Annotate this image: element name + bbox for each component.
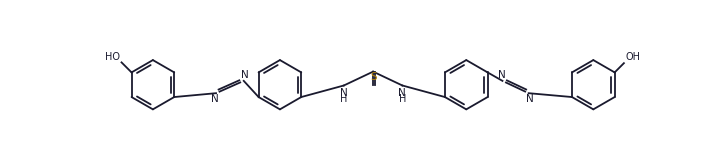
- Text: H: H: [399, 94, 406, 104]
- Text: HO: HO: [105, 52, 120, 62]
- Text: OH: OH: [625, 52, 641, 62]
- Text: H: H: [340, 94, 347, 104]
- Text: N: N: [526, 94, 534, 104]
- Text: N: N: [211, 94, 219, 104]
- Text: N: N: [498, 70, 505, 80]
- Text: S: S: [371, 72, 377, 82]
- Text: N: N: [241, 70, 248, 80]
- Text: N: N: [398, 88, 406, 98]
- Text: N: N: [340, 88, 348, 98]
